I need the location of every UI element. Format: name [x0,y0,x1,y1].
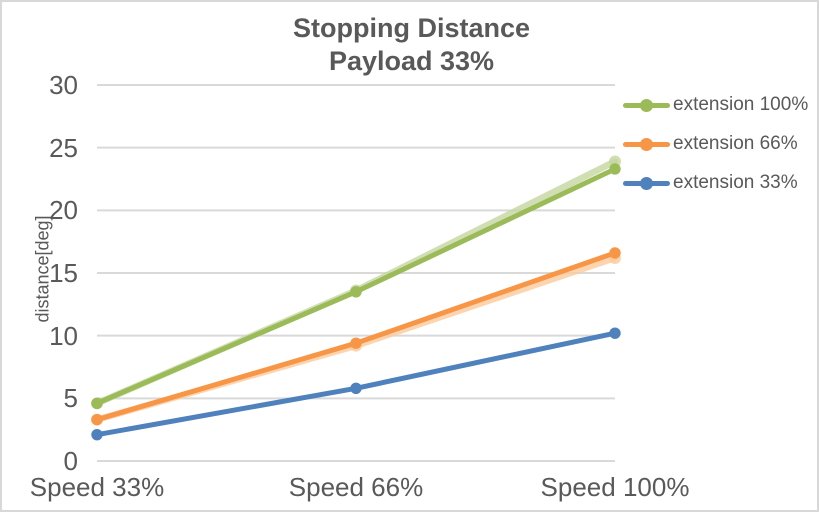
legend-entry-extension-100-: extension 100% [623,92,808,118]
legend-entry-extension-33-: extension 33% [623,170,798,196]
x-tick-label-0: Speed 33% [29,472,165,502]
data-point-extension-100--2 [609,163,621,175]
data-point-extension-100--1 [350,286,362,298]
legend-marker-icon [623,170,670,196]
y-tick-label-0: 0 [63,446,78,476]
x-tick-label-2: Speed 100% [540,472,690,502]
x-tick-label-1: Speed 66% [288,472,424,502]
legend-marker-icon [623,131,670,157]
data-point-extension-66--0 [91,413,103,426]
data-point-extension-33--1 [350,382,362,395]
legend-label-extension-66-: extension 66% [673,133,798,154]
data-point-extension-33--0 [91,428,103,441]
legend-marker-icon [623,92,670,118]
y-tick-label-25: 25 [49,132,78,163]
legend-label-extension-100-: extension 100% [673,94,809,115]
data-point-extension-100--0 [91,397,103,410]
y-tick-label-20: 20 [49,195,78,226]
legend-entry-extension-66-: extension 66% [623,131,798,157]
data-point-extension-66--2 [609,247,621,259]
y-tick-label-5: 5 [63,383,78,414]
y-tick-label-10: 10 [49,320,78,351]
y-tick-label-15: 15 [49,258,78,288]
chart-title: Stopping Distance Payload 33% [2,12,817,78]
chart-title-line2: Payload 33% [328,46,495,76]
data-point-extension-33--2 [609,327,621,339]
legend-label-extension-33-: extension 33% [673,172,798,193]
chart-title-line1: Stopping Distance [292,13,530,43]
data-point-extension-66--1 [350,337,362,349]
y-tick-label-30: 30 [49,70,78,100]
